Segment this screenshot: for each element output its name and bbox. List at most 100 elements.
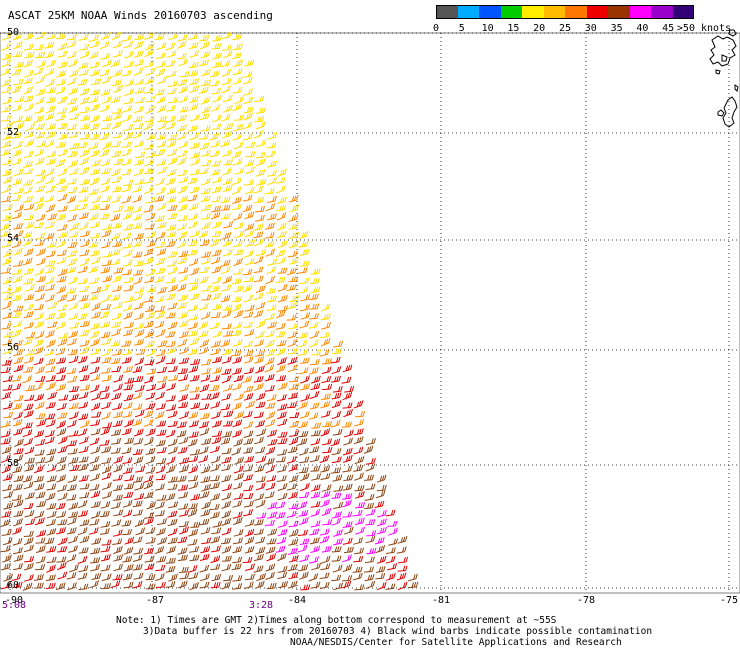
wind-barb (253, 309, 264, 318)
wind-barb (167, 420, 178, 428)
wind-barb (33, 574, 44, 581)
wind-barb (154, 510, 165, 517)
wind-barb (23, 214, 34, 221)
wind-barb (112, 402, 123, 411)
wind-barb (57, 168, 68, 177)
wind-barb (0, 222, 11, 231)
wind-barb (1, 32, 12, 41)
wind-barb (264, 385, 275, 392)
wind-barb (157, 121, 167, 130)
lon-label-90: -90 (4, 595, 24, 606)
wind-barb (277, 240, 288, 249)
wind-barb (189, 337, 200, 346)
wind-barb (179, 384, 190, 392)
wind-barb (375, 545, 386, 554)
wind-barb (210, 195, 221, 203)
wind-barb (234, 410, 245, 420)
wind-barb (165, 340, 176, 348)
wind-barb (201, 204, 212, 211)
wind-barb (234, 230, 245, 239)
wind-barb (167, 510, 178, 518)
wind-barb (45, 358, 56, 366)
wind-barb (212, 94, 222, 103)
wind-barb (22, 238, 33, 247)
wind-barb (265, 563, 276, 572)
wind-barb (58, 435, 68, 445)
wind-barb (100, 427, 111, 436)
wind-barb (68, 159, 78, 168)
wind-barb (255, 499, 266, 508)
wind-barb (25, 349, 35, 356)
wind-barb (342, 493, 353, 500)
wind-barb (121, 158, 132, 166)
wind-barb (278, 305, 288, 312)
wind-barb (25, 518, 36, 526)
wind-barb (166, 545, 176, 554)
wind-barb (35, 491, 46, 499)
wind-barb (200, 509, 211, 517)
wind-barb (222, 555, 232, 562)
wind-barb (265, 203, 276, 212)
wind-barb (221, 474, 232, 483)
lon-label-81: -81 (431, 595, 451, 606)
wind-barb (385, 509, 396, 517)
wind-barb (210, 211, 221, 220)
wind-barb (311, 422, 322, 429)
wind-barb (101, 374, 112, 382)
wind-barb (198, 446, 209, 455)
wind-barb (2, 537, 13, 546)
wind-barb (33, 465, 44, 474)
wind-barb (23, 303, 34, 312)
wind-barb (145, 583, 156, 590)
wind-barb (210, 103, 221, 112)
wind-barb (232, 158, 243, 166)
wind-barb (57, 294, 68, 302)
wind-barb (144, 517, 154, 525)
wind-barb (397, 565, 408, 572)
wind-barb (211, 527, 222, 535)
wind-barb (176, 430, 187, 438)
wind-barb (221, 77, 232, 86)
wind-barb (187, 240, 198, 247)
wind-barb (101, 446, 112, 454)
wind-barb (13, 394, 24, 402)
wind-barb (242, 194, 253, 202)
wind-barb (221, 149, 232, 157)
wind-barb (122, 402, 133, 410)
wind-barb (365, 535, 376, 544)
wind-barb (44, 50, 55, 59)
wind-barb (55, 32, 66, 40)
colorbar-swatch-3 (500, 5, 522, 19)
wind-barb (354, 418, 364, 427)
wind-barb (11, 311, 22, 319)
wind-barb (101, 259, 112, 267)
wind-barb (267, 195, 277, 203)
wind-barb (165, 465, 176, 474)
wind-barb (123, 311, 133, 320)
wind-barb (90, 159, 101, 167)
wind-barb (277, 418, 288, 427)
wind-barb (243, 474, 253, 482)
wind-barb (354, 517, 365, 526)
wind-barb (2, 249, 13, 258)
wind-barb (233, 249, 244, 256)
wind-barb (80, 230, 90, 238)
wind-barb (277, 571, 288, 580)
wind-barb (232, 429, 242, 438)
wind-barb (91, 302, 101, 311)
wind-barb (253, 518, 264, 526)
wind-barb (33, 67, 44, 76)
wind-barb (133, 292, 143, 301)
wind-barb (287, 580, 298, 589)
wind-barb (89, 61, 100, 69)
wind-barb (121, 232, 132, 240)
wind-barb (80, 239, 90, 248)
wind-barb (177, 367, 188, 375)
lat-label-50: 50 (7, 27, 20, 38)
wind-barb (178, 320, 189, 328)
wind-barb (134, 286, 145, 294)
wind-barb (310, 508, 321, 517)
wind-barb (233, 438, 243, 447)
wind-barb (24, 51, 35, 59)
wind-barb (188, 481, 199, 490)
